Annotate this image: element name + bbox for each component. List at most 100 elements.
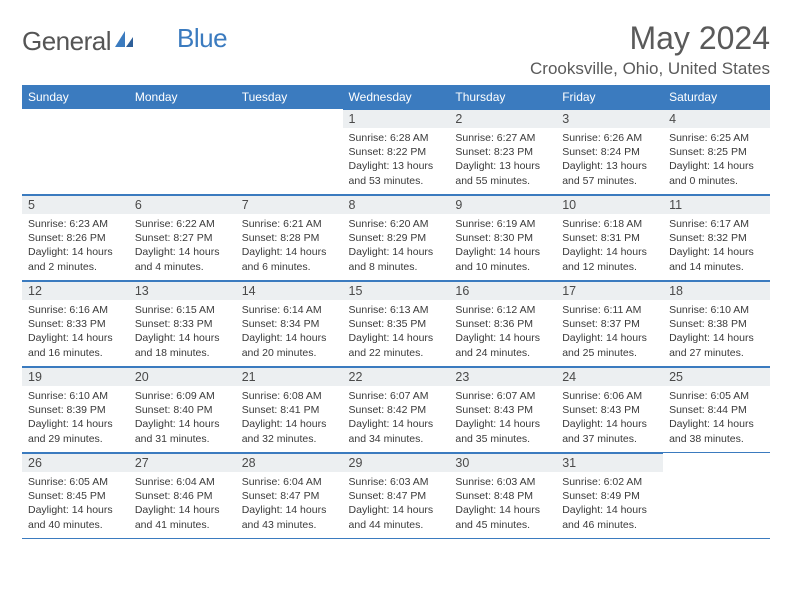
sunset-line: Sunset: 8:26 PM — [28, 231, 123, 245]
day-content: Sunrise: 6:07 AMSunset: 8:42 PMDaylight:… — [343, 386, 450, 452]
day-content: Sunrise: 6:07 AMSunset: 8:43 PMDaylight:… — [449, 386, 556, 452]
daylight-line-2: and 0 minutes. — [669, 174, 764, 188]
day-number: 27 — [129, 453, 236, 472]
daylight-line-2: and 31 minutes. — [135, 432, 230, 446]
daylight-line-2: and 32 minutes. — [242, 432, 337, 446]
daylight-line-2: and 22 minutes. — [349, 346, 444, 360]
calendar-cell: 16Sunrise: 6:12 AMSunset: 8:36 PMDayligh… — [449, 281, 556, 367]
day-content: Sunrise: 6:02 AMSunset: 8:49 PMDaylight:… — [556, 472, 663, 538]
sunset-line: Sunset: 8:35 PM — [349, 317, 444, 331]
daylight-line: Daylight: 14 hours — [28, 503, 123, 517]
sunrise-line: Sunrise: 6:07 AM — [349, 389, 444, 403]
sunset-line: Sunset: 8:47 PM — [349, 489, 444, 503]
day-content: Sunrise: 6:18 AMSunset: 8:31 PMDaylight:… — [556, 214, 663, 280]
logo-word1: General — [22, 26, 111, 57]
daylight-line-2: and 37 minutes. — [562, 432, 657, 446]
logo: General Blue — [22, 26, 227, 57]
sunset-line: Sunset: 8:36 PM — [455, 317, 550, 331]
sunset-line: Sunset: 8:40 PM — [135, 403, 230, 417]
day-content: Sunrise: 6:25 AMSunset: 8:25 PMDaylight:… — [663, 128, 770, 194]
sunset-line: Sunset: 8:33 PM — [135, 317, 230, 331]
daylight-line-2: and 44 minutes. — [349, 518, 444, 532]
daylight-line: Daylight: 14 hours — [349, 245, 444, 259]
sunset-line: Sunset: 8:28 PM — [242, 231, 337, 245]
day-number: 22 — [343, 367, 450, 386]
sunrise-line: Sunrise: 6:06 AM — [562, 389, 657, 403]
sunset-line: Sunset: 8:39 PM — [28, 403, 123, 417]
sunset-line: Sunset: 8:25 PM — [669, 145, 764, 159]
calendar-cell: 7Sunrise: 6:21 AMSunset: 8:28 PMDaylight… — [236, 195, 343, 281]
calendar-cell — [129, 109, 236, 195]
sunrise-line: Sunrise: 6:04 AM — [242, 475, 337, 489]
day-content: Sunrise: 6:04 AMSunset: 8:46 PMDaylight:… — [129, 472, 236, 538]
daylight-line-2: and 34 minutes. — [349, 432, 444, 446]
day-number: 24 — [556, 367, 663, 386]
sunset-line: Sunset: 8:41 PM — [242, 403, 337, 417]
logo-sail-icon — [113, 29, 135, 54]
day-number: 3 — [556, 109, 663, 128]
calendar-cell: 3Sunrise: 6:26 AMSunset: 8:24 PMDaylight… — [556, 109, 663, 195]
weekday-header: Sunday — [22, 86, 129, 109]
logo-word2: Blue — [177, 23, 227, 54]
sunrise-line: Sunrise: 6:25 AM — [669, 131, 764, 145]
sunset-line: Sunset: 8:29 PM — [349, 231, 444, 245]
calendar-cell: 20Sunrise: 6:09 AMSunset: 8:40 PMDayligh… — [129, 367, 236, 453]
day-number: 15 — [343, 281, 450, 300]
day-number: 19 — [22, 367, 129, 386]
weekday-header: Friday — [556, 86, 663, 109]
calendar-cell: 12Sunrise: 6:16 AMSunset: 8:33 PMDayligh… — [22, 281, 129, 367]
day-content: Sunrise: 6:22 AMSunset: 8:27 PMDaylight:… — [129, 214, 236, 280]
calendar-table: SundayMondayTuesdayWednesdayThursdayFrid… — [22, 85, 770, 539]
daylight-line-2: and 40 minutes. — [28, 518, 123, 532]
calendar-cell: 15Sunrise: 6:13 AMSunset: 8:35 PMDayligh… — [343, 281, 450, 367]
day-number: 11 — [663, 195, 770, 214]
day-number: 8 — [343, 195, 450, 214]
day-content: Sunrise: 6:19 AMSunset: 8:30 PMDaylight:… — [449, 214, 556, 280]
sunrise-line: Sunrise: 6:16 AM — [28, 303, 123, 317]
day-number: 30 — [449, 453, 556, 472]
sunrise-line: Sunrise: 6:23 AM — [28, 217, 123, 231]
daylight-line: Daylight: 14 hours — [242, 503, 337, 517]
calendar-cell: 24Sunrise: 6:06 AMSunset: 8:43 PMDayligh… — [556, 367, 663, 453]
sunset-line: Sunset: 8:49 PM — [562, 489, 657, 503]
daylight-line: Daylight: 14 hours — [242, 331, 337, 345]
daylight-line: Daylight: 14 hours — [349, 331, 444, 345]
daylight-line: Daylight: 14 hours — [669, 245, 764, 259]
sunset-line: Sunset: 8:43 PM — [562, 403, 657, 417]
day-number: 18 — [663, 281, 770, 300]
daylight-line: Daylight: 14 hours — [455, 245, 550, 259]
sunrise-line: Sunrise: 6:22 AM — [135, 217, 230, 231]
daylight-line: Daylight: 14 hours — [242, 417, 337, 431]
calendar-cell: 8Sunrise: 6:20 AMSunset: 8:29 PMDaylight… — [343, 195, 450, 281]
daylight-line-2: and 43 minutes. — [242, 518, 337, 532]
sunset-line: Sunset: 8:42 PM — [349, 403, 444, 417]
calendar-cell: 29Sunrise: 6:03 AMSunset: 8:47 PMDayligh… — [343, 453, 450, 539]
day-number: 7 — [236, 195, 343, 214]
sunrise-line: Sunrise: 6:15 AM — [135, 303, 230, 317]
day-content: Sunrise: 6:06 AMSunset: 8:43 PMDaylight:… — [556, 386, 663, 452]
sunrise-line: Sunrise: 6:27 AM — [455, 131, 550, 145]
sunrise-line: Sunrise: 6:05 AM — [669, 389, 764, 403]
weekday-header: Saturday — [663, 86, 770, 109]
daylight-line-2: and 6 minutes. — [242, 260, 337, 274]
day-number: 9 — [449, 195, 556, 214]
daylight-line-2: and 14 minutes. — [669, 260, 764, 274]
daylight-line: Daylight: 14 hours — [28, 417, 123, 431]
calendar-cell — [22, 109, 129, 195]
daylight-line: Daylight: 14 hours — [349, 503, 444, 517]
daylight-line: Daylight: 14 hours — [135, 503, 230, 517]
day-content: Sunrise: 6:03 AMSunset: 8:47 PMDaylight:… — [343, 472, 450, 538]
sunrise-line: Sunrise: 6:21 AM — [242, 217, 337, 231]
calendar-cell: 25Sunrise: 6:05 AMSunset: 8:44 PMDayligh… — [663, 367, 770, 453]
sunset-line: Sunset: 8:47 PM — [242, 489, 337, 503]
daylight-line: Daylight: 14 hours — [135, 245, 230, 259]
sunset-line: Sunset: 8:31 PM — [562, 231, 657, 245]
daylight-line-2: and 25 minutes. — [562, 346, 657, 360]
sunset-line: Sunset: 8:48 PM — [455, 489, 550, 503]
daylight-line-2: and 4 minutes. — [135, 260, 230, 274]
day-content: Sunrise: 6:10 AMSunset: 8:39 PMDaylight:… — [22, 386, 129, 452]
sunset-line: Sunset: 8:32 PM — [669, 231, 764, 245]
sunset-line: Sunset: 8:46 PM — [135, 489, 230, 503]
calendar-cell — [663, 453, 770, 539]
daylight-line: Daylight: 14 hours — [669, 417, 764, 431]
